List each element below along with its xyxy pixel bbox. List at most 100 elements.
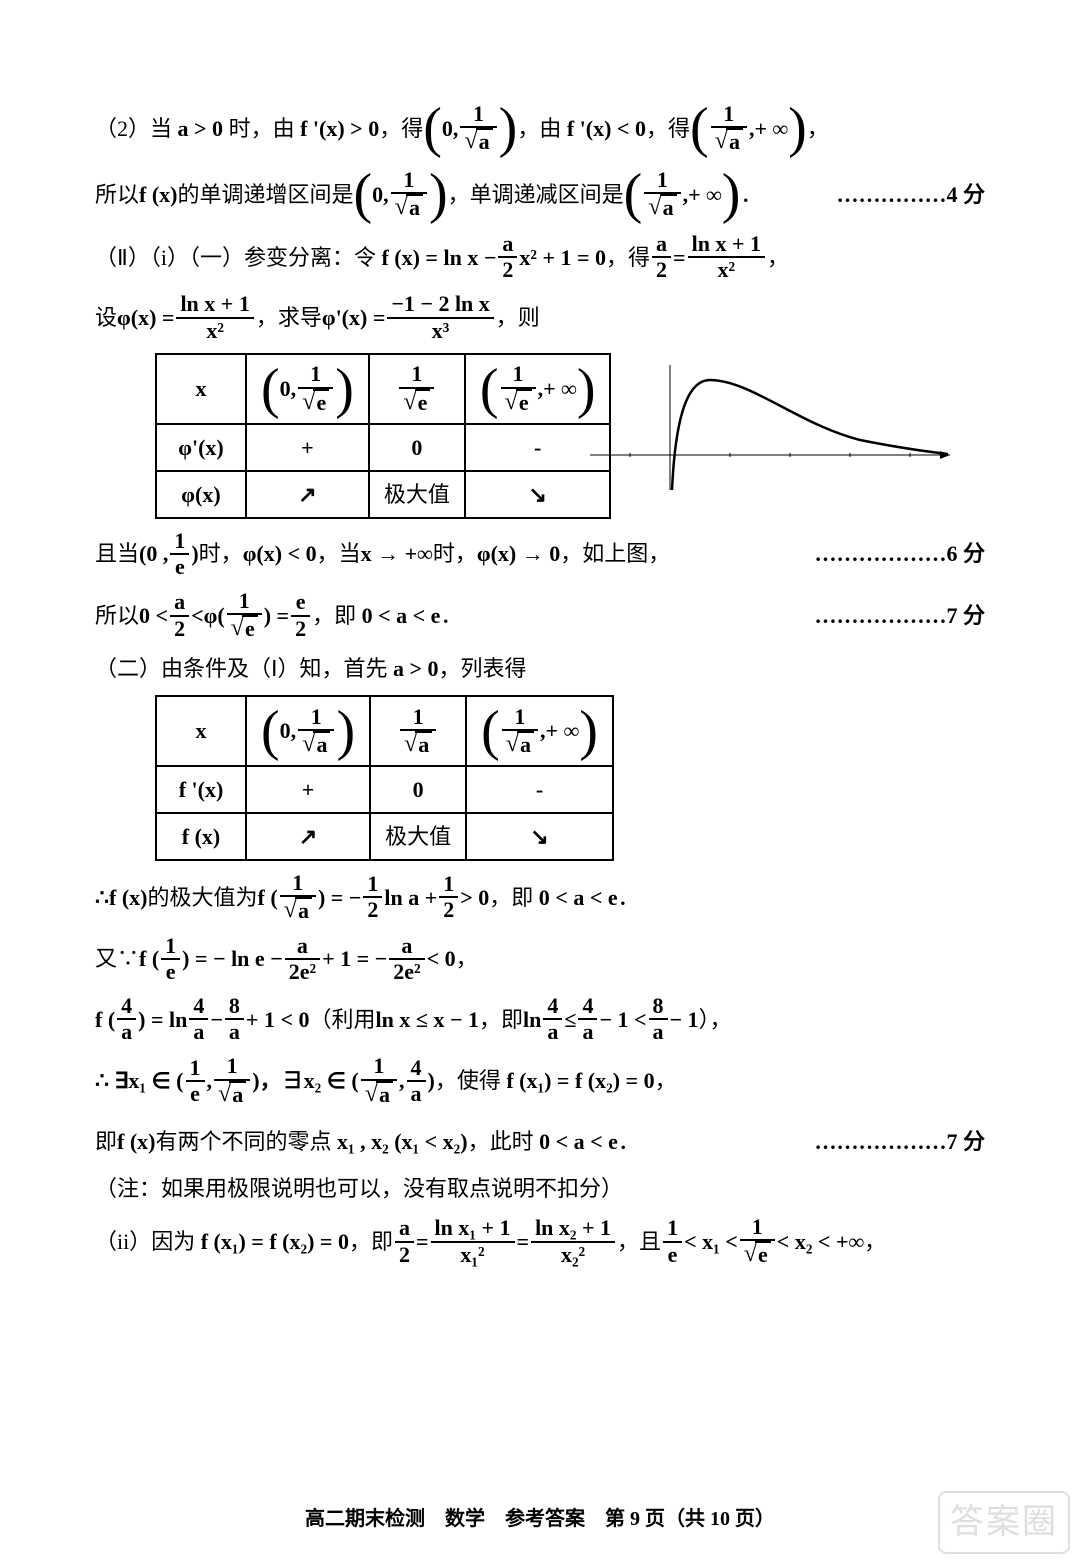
line-12: 即 f (x) 有两个不同的零点 x₁ , x₂ (x₁ < x₂) ，此时 0… (95, 1125, 985, 1158)
text: 时，由 (229, 112, 295, 145)
math: 0 < a < e (362, 599, 441, 632)
points-7: ………………7 分 (814, 599, 985, 632)
frac: a2 (170, 590, 189, 640)
math: φ(x) = (117, 301, 174, 334)
text: ， (655, 1064, 677, 1097)
math: ln x ≤ x − 1 (376, 1003, 479, 1036)
footer-text: 高二期末检测 数学 参考答案 第 9 页（共 10 页） (305, 1508, 775, 1530)
cell: 1a (370, 696, 466, 766)
cell: 0 (369, 424, 465, 471)
text: （注：如果用极限说明也可以，没有取点说明不扣分） (95, 1172, 623, 1205)
math: f '(x) > 0 (300, 112, 379, 145)
math: x₂ ∈ ( (304, 1064, 359, 1097)
cell: 0 , 1e (246, 354, 369, 424)
text: ，单调递减区间是 (448, 178, 624, 211)
math: (0 , (139, 537, 168, 570)
frac: 1a (280, 871, 316, 924)
math: ) = − (318, 881, 361, 914)
phi-graph (580, 355, 960, 495)
math: x² + 1 = 0 (519, 241, 606, 274)
text: ，且 (617, 1225, 661, 1258)
text: ，即 (349, 1225, 393, 1258)
frac: 4a (117, 994, 136, 1044)
line-3: （Ⅱ）（i）（一）参变分离：令 f (x) = ln x − a2 x² + 1… (95, 232, 985, 282)
math: 0 < a < e (539, 1125, 618, 1158)
frac: 1a (361, 1054, 397, 1107)
math: f ( (258, 881, 278, 914)
interval: 0 , 1a (354, 166, 448, 222)
text: ）， (699, 1003, 732, 1036)
frac: 12 (363, 872, 382, 922)
text: 时， (433, 537, 477, 570)
math: f ( (95, 1003, 115, 1036)
math: ∴ ∃ (95, 1064, 128, 1097)
cell: φ(x) (156, 471, 246, 518)
math: = (416, 1225, 429, 1258)
text: ，由 (517, 112, 561, 145)
text: ， (456, 942, 478, 975)
text: 有两个不同的零点 (156, 1125, 332, 1158)
sign-table-phi: x 0 , 1e 1e 1e , + ∞ φ'(x) + 0 - φ( (155, 353, 611, 519)
math: < 0 (427, 942, 456, 975)
cell: f '(x) (156, 766, 246, 813)
math: 0 < a < e (539, 881, 618, 914)
math: < x₂ < +∞ (777, 1225, 864, 1258)
frac: a2 (652, 232, 671, 282)
frac: ln x₁ + 1x₁² (431, 1216, 515, 1266)
frac: 1e (170, 529, 189, 579)
table-row: x 0 , 1e 1e 1e , + ∞ (156, 354, 610, 424)
frac: 8a (225, 994, 244, 1044)
frac: 4a (543, 994, 562, 1044)
text: 的极大值为 (147, 881, 257, 914)
text: 且当 (95, 537, 139, 570)
increase-icon (299, 824, 317, 849)
math: ，∃ (260, 1064, 304, 1097)
text: ，得 (606, 241, 650, 274)
line-4: 设 φ(x) = ln x + 1x² ，求导 φ'(x) = −1 − 2 l… (95, 292, 985, 342)
line-13: （ii）因为 f (x₁) = f (x₂) = 0 ，即 a2 = ln x₁… (95, 1215, 985, 1268)
table-row: φ'(x) + 0 - (156, 424, 610, 471)
text: 时， (199, 537, 243, 570)
frac: 1a (214, 1054, 250, 1107)
math: x₁ ∈ ( (128, 1064, 183, 1097)
text: ． (740, 178, 762, 211)
text: （二）由条件及（Ⅰ）知，首先 (95, 652, 388, 685)
interval: 1a , + ∞ (624, 166, 741, 222)
frac: 1e (227, 589, 262, 642)
math: ln (523, 1003, 541, 1036)
math: ) (191, 537, 198, 570)
math: > 0 (460, 881, 489, 914)
math: < (191, 599, 204, 632)
points-4: ……………4 分 (836, 178, 985, 211)
frac: −1 − 2 ln xx³ (387, 292, 493, 342)
text: ，即 (479, 1003, 523, 1036)
math: = (517, 1225, 530, 1258)
den: a (460, 128, 496, 155)
frac: 1e (161, 934, 180, 984)
frac: a2 (498, 232, 517, 282)
table-row: f '(x) + 0 - (156, 766, 613, 813)
math: 0 < (139, 599, 168, 632)
line-11: ∴ ∃ x₁ ∈ ( 1e , 1a ) ，∃ x₂ ∈ ( 1a , 4a )… (95, 1054, 985, 1107)
math: ln a + (384, 881, 437, 914)
text: ，当 (317, 537, 361, 570)
frac: 4a (578, 994, 597, 1044)
math: f (x₁) = f (x₂) = 0 (201, 1225, 349, 1258)
frac: 1e (663, 1216, 682, 1266)
line-5: 且当 (0 , 1e ) 时， φ(x) < 0 ，当 x → +∞ 时， φ(… (95, 529, 985, 579)
math: f (x) (139, 178, 177, 211)
frac: 4a (407, 1056, 426, 1106)
frac: ln x + 1x² (176, 292, 253, 342)
decrease-icon (530, 824, 548, 849)
text: ，得 (646, 112, 690, 145)
frac: 1e (186, 1056, 205, 1106)
math: ∴ (95, 881, 109, 914)
text: ，如上图， (560, 537, 670, 570)
table-row: f (x) 极大值 (156, 813, 613, 860)
cell (246, 471, 369, 518)
decrease-icon (528, 482, 546, 507)
frac: a2e² (389, 934, 424, 984)
table-row: x 0 , 1a 1a 1a , + ∞ (156, 696, 613, 766)
math: φ(x) → 0 (477, 537, 560, 570)
cell: 0 , 1a (246, 696, 370, 766)
